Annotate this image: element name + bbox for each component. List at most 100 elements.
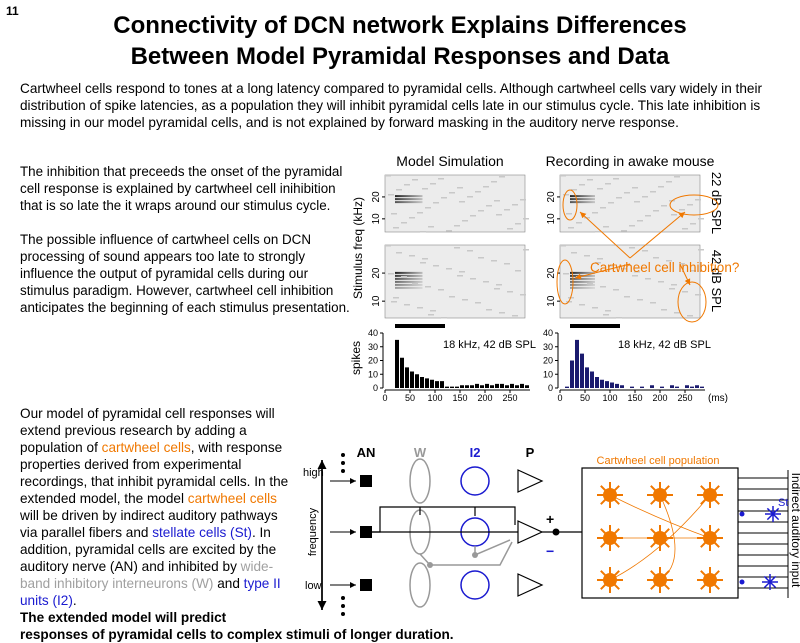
spectrogram-noise: [462, 220, 468, 222]
y-tick-label: 10: [546, 213, 557, 225]
spectrogram-noise: [470, 278, 476, 280]
spectrogram-noise: [690, 223, 696, 225]
dendrite: [600, 537, 611, 548]
spectrogram-band: [395, 286, 423, 289]
spectrogram-noise: [629, 225, 635, 227]
x-tick-label: 50: [405, 393, 415, 403]
intro-text: Cartwheel cells respond to tones at a lo…: [20, 81, 762, 130]
spectrogram-noise: [496, 214, 502, 216]
annotation-ellipse: [562, 189, 578, 221]
spectrogram-noise: [449, 192, 455, 194]
y-tick-label: 10: [546, 295, 557, 307]
histogram-label: 18 kHz, 42 dB SPL: [443, 339, 536, 351]
spectrogram-noise: [571, 252, 577, 254]
spectrogram-noise: [475, 191, 481, 193]
y-tick-label: 10: [368, 369, 378, 379]
spectrogram-noise: [629, 247, 635, 249]
spectrogram-band: [395, 195, 423, 198]
dendrite: [709, 485, 720, 496]
annotation-ellipse: [669, 194, 719, 216]
spectrogram-noise: [637, 299, 643, 301]
column-label: AN: [357, 445, 376, 460]
histogram-bar: [505, 385, 509, 388]
text-segment: wide-band inhibitory interneurons (W): [20, 559, 274, 591]
spectrogram-noise: [388, 273, 394, 275]
spectrogram-noise: [687, 204, 693, 206]
histogram-bar: [435, 381, 439, 388]
histogram-bar: [605, 381, 609, 388]
figure: Model Simulation Recording in awake mouse…: [303, 153, 800, 616]
histogram-bar: [420, 377, 424, 388]
histogram-bar: [495, 383, 499, 388]
spectrogram-noise: [491, 260, 497, 262]
spectrogram-noise: [613, 178, 619, 180]
x-tick-label: 0: [382, 393, 387, 403]
spectrogram-noise: [592, 212, 598, 214]
spectrogram-band: [395, 201, 423, 204]
dendrite: [659, 485, 670, 496]
text-segment: , with response properties derived from …: [20, 440, 289, 506]
model-text: Our model of pyramidal cell responses wi…: [20, 405, 800, 643]
dendrite: [600, 579, 611, 590]
histogram-bar: [480, 385, 484, 388]
y-tick-label: 20: [371, 191, 382, 203]
spectrogram-noise: [520, 294, 526, 296]
spectrogram-noise: [420, 231, 426, 233]
spectrogram-noise: [645, 215, 651, 217]
histogram-bar: [425, 378, 429, 388]
spectrogram-noise: [486, 309, 492, 311]
spectrogram-noise: [600, 286, 606, 288]
dendrite: [650, 537, 661, 548]
spectrogram-noise: [494, 288, 500, 290]
spectrogram-noise: [666, 260, 672, 262]
spectrogram-noise: [669, 288, 675, 290]
spectrogram-noise: [504, 263, 510, 265]
spectrogram-noise: [658, 186, 664, 188]
spectrogram-noise: [698, 249, 704, 251]
spectrogram-noise: [671, 284, 677, 286]
spectrogram-noise: [385, 245, 391, 247]
title-line: Connectivity of DCN network Explains Dif…: [113, 12, 687, 39]
spectrogram-noise: [404, 184, 410, 186]
spectrogram-noise: [494, 200, 500, 202]
x-tick-label: 100: [427, 393, 442, 403]
spectrogram-noise: [459, 201, 465, 203]
spectrogram-band: [570, 201, 595, 204]
annotation-arrow: [579, 211, 631, 259]
spectrogram-noise: [433, 265, 439, 267]
spectrogram-noise: [417, 307, 423, 309]
histogram-bar: [520, 383, 524, 388]
histogram-bar: [615, 383, 619, 388]
column-label: W: [414, 445, 427, 460]
dendrite: [700, 570, 711, 581]
annotation-ellipse: [556, 259, 574, 305]
spectrogram-noise: [624, 192, 630, 194]
spectrogram-noise: [584, 217, 590, 219]
histogram-bar: [690, 386, 694, 388]
spectrogram-noise: [603, 314, 609, 316]
spectrogram-band: [395, 277, 423, 280]
y-tick-label: 0: [373, 383, 378, 393]
y-tick-label: 20: [368, 356, 378, 366]
text-segment: . In addition, pyramidal cells are excit…: [20, 525, 277, 574]
text-segment: stellate cells (St): [152, 525, 252, 540]
spectrogram-noise: [404, 304, 410, 306]
spectrogram-noise: [457, 275, 463, 277]
level-label: 22 dB SPL: [709, 172, 724, 234]
spectrogram-noise: [462, 299, 468, 301]
dendrite: [700, 537, 711, 548]
y-tick-label: 30: [543, 342, 553, 352]
spectrogram-noise: [587, 283, 593, 285]
spectrogram-noise: [587, 179, 593, 181]
left-paragraph: The inhibition that preceeds the onset o…: [20, 164, 343, 213]
inhibition: [419, 539, 513, 566]
histogram-label: 18 kHz, 42 dB SPL: [618, 339, 711, 351]
histogram-bar: [640, 386, 644, 388]
histogram-bar: [570, 360, 574, 388]
dot: [341, 461, 345, 465]
spectrogram-noise: [605, 310, 611, 312]
spectrogram-noise: [393, 297, 399, 299]
annotation-arrow: [574, 263, 631, 280]
histogram-bar: [470, 385, 474, 388]
spectrogram-noise: [425, 207, 431, 209]
